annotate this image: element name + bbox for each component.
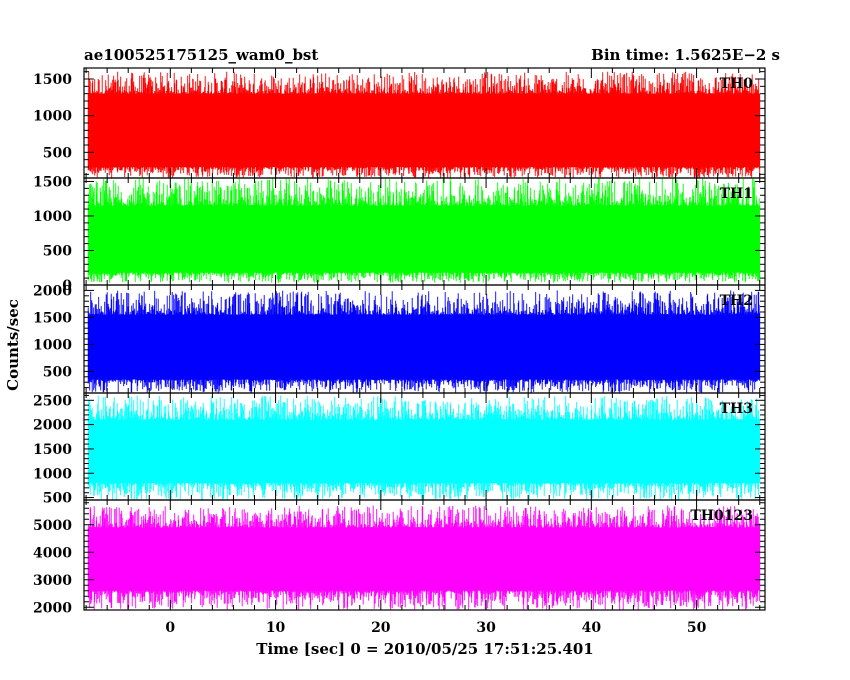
panel-frame-th0123 [83, 499, 766, 611]
y-tick-label-th3: 1500 [33, 442, 72, 458]
bin-time-label: Bin time: 1.5625E−2 s [591, 46, 780, 64]
y-tick-label-th3: 2500 [33, 393, 72, 409]
panel-label-th0: TH0 [720, 76, 754, 92]
panel-label-th2: TH2 [720, 293, 753, 309]
x-tick-label: 30 [476, 620, 496, 636]
y-tick-label-th2: 1500 [33, 310, 72, 326]
y-tick-label-th3: 500 [43, 491, 72, 507]
panel-label-th3: TH3 [720, 401, 753, 417]
series-th0 [87, 71, 761, 178]
x-axis-label: Time [sec] 0 = 2010/05/25 17:51:25.401 [256, 640, 593, 658]
x-tick-label: 0 [165, 620, 175, 636]
y-tick-label-th1: 1500 [33, 174, 72, 190]
y-tick-label-th0: 1500 [33, 72, 72, 88]
series-th2 [87, 290, 761, 393]
y-tick-label-th2: 500 [43, 364, 72, 380]
y-tick-label-th0: 500 [43, 145, 72, 161]
y-tick-label-th0123: 5000 [33, 518, 72, 534]
chart-title: ae100525175125_wam0_bst [84, 46, 318, 64]
panel-label-th1: TH1 [720, 186, 753, 202]
y-tick-label-th1: 0 [62, 278, 72, 294]
y-tick-label-th0123: 2000 [33, 600, 72, 616]
x-tick-label: 10 [266, 620, 286, 636]
series-th3 [87, 395, 761, 500]
panel-label-th0123: TH0123 [690, 508, 753, 524]
x-tick-label: 50 [687, 620, 707, 636]
y-tick-label-th3: 2000 [33, 418, 72, 434]
y-tick-label-th2: 1000 [33, 337, 72, 353]
y-tick-label-th0123: 3000 [33, 573, 72, 589]
y-axis-label: Counts/sec [4, 299, 22, 391]
y-tick-label-th2: 2000 [33, 283, 72, 299]
series-th0123 [87, 505, 761, 610]
x-tick-label: 20 [371, 620, 391, 636]
y-tick-label-th1: 1000 [33, 209, 72, 225]
y-tick-label-th1: 500 [43, 243, 72, 259]
x-tick-label: 40 [582, 620, 602, 636]
y-tick-label-th3: 1000 [33, 466, 72, 482]
y-tick-label-th0: 1000 [33, 109, 72, 125]
series-th1 [87, 178, 761, 283]
y-tick-label-th0123: 4000 [33, 545, 72, 561]
